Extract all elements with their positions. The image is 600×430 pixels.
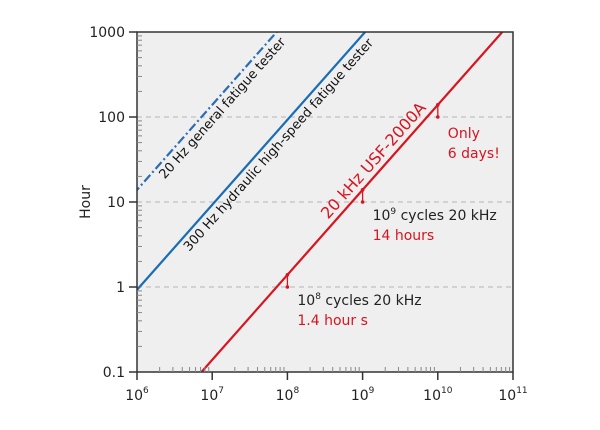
x-tick-label: 108 <box>276 386 300 404</box>
x-tick-base: 10 <box>276 388 294 404</box>
annotation-line2-2: 6 days! <box>448 146 500 162</box>
x-tick-base: 10 <box>423 388 441 404</box>
x-tick-label: 106 <box>125 386 149 404</box>
annotation-base: 10 <box>373 208 391 224</box>
annotation-rest: Only <box>448 126 480 142</box>
x-tick-exp: 6 <box>143 386 149 396</box>
plot-area <box>137 32 513 372</box>
x-tick-exp: 8 <box>293 386 299 396</box>
x-tick-label: 107 <box>200 386 224 404</box>
annotation-rest: cycles 20 kHz <box>396 208 497 224</box>
x-tick-exp: 7 <box>218 386 224 396</box>
y-tick-label: 1 <box>116 280 125 296</box>
y-tick-label: 1000 <box>89 25 125 41</box>
x-tick-exp: 11 <box>516 386 527 396</box>
annotation-dot-top-1 <box>360 188 365 192</box>
annotation-dot-top-0 <box>285 273 290 277</box>
x-tick-label: 109 <box>351 386 375 404</box>
x-tick-label: 1010 <box>423 386 453 404</box>
annotation-dot-bottom-2 <box>436 115 440 119</box>
annotation-dot-bottom-0 <box>285 285 290 289</box>
x-tick-label: 1011 <box>498 386 527 404</box>
annotation-dot-bottom-1 <box>360 200 365 204</box>
y-axis-title: Hour <box>78 185 94 219</box>
annotation-rest: cycles 20 kHz <box>321 293 422 309</box>
x-tick-base: 10 <box>200 388 218 404</box>
x-tick-exp: 9 <box>369 386 375 396</box>
annotation-dot-top-2 <box>436 103 440 107</box>
annotation-base: 10 <box>297 293 315 309</box>
x-tick-base: 10 <box>498 388 516 404</box>
y-tick-label: 100 <box>98 110 125 126</box>
x-tick-base: 10 <box>125 388 143 404</box>
x-tick-exp: 10 <box>441 386 453 396</box>
annotation-line1-2: Only <box>448 126 480 142</box>
annotation-exp: 9 <box>390 207 396 217</box>
y-tick-label: 0.1 <box>103 365 125 381</box>
annotation-line2-1: 14 hours <box>373 228 435 244</box>
y-tick-label: 10 <box>107 195 125 211</box>
x-tick-base: 10 <box>351 388 369 404</box>
annotation-exp: 8 <box>315 292 321 302</box>
annotation-line2-0: 1.4 hour s <box>297 313 368 329</box>
annotation-line1-1: 109 cycles 20 kHz <box>373 207 497 224</box>
annotation-line1-0: 108 cycles 20 kHz <box>297 292 421 309</box>
